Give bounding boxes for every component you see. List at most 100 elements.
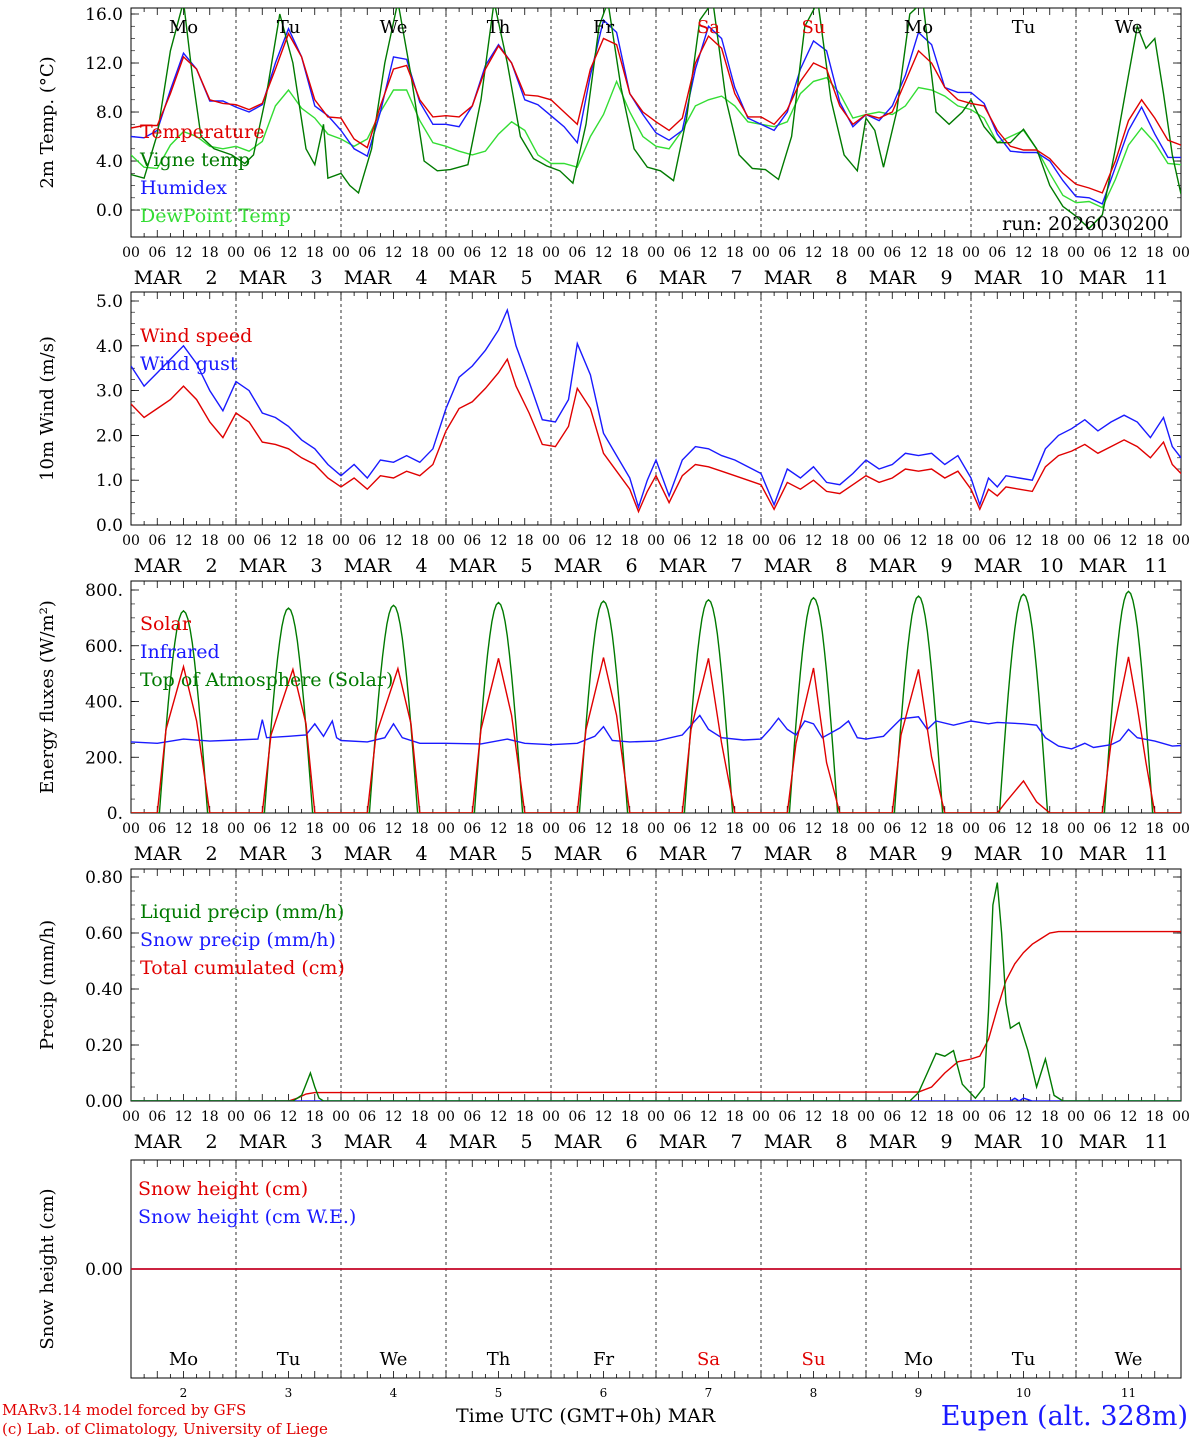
hour-tick-label: 00: [752, 821, 770, 837]
month-label: MAR: [1079, 1131, 1127, 1153]
hour-tick-label: 12: [595, 245, 613, 261]
day-number-label: 4: [415, 267, 427, 289]
hour-tick-label: 06: [463, 821, 481, 837]
hour-tick-label: 00: [1067, 821, 1085, 837]
day-number-label: 9: [940, 1131, 952, 1153]
y-axis-label: Precip (mm/h): [37, 920, 58, 1050]
hour-tick-label: 00: [332, 1109, 350, 1125]
month-label: MAR: [869, 843, 917, 865]
hour-tick-label: 18: [201, 1109, 219, 1125]
y-tick-label: 600.: [85, 637, 123, 657]
hour-tick-label: 00: [1067, 533, 1085, 549]
month-label: MAR: [1079, 843, 1127, 865]
y-tick-label: 0.00: [85, 1260, 123, 1280]
hour-tick-label: 18: [726, 245, 744, 261]
day-number-label: 3: [310, 555, 322, 577]
hour-tick-label: 00: [962, 1109, 980, 1125]
hour-tick-label: 12: [490, 245, 508, 261]
month-label: MAR: [869, 267, 917, 289]
legend-entry: Wind speed: [140, 325, 252, 347]
day-of-week-label: Mo: [904, 1349, 933, 1370]
hour-tick-label: 00: [542, 821, 560, 837]
month-label: MAR: [239, 843, 287, 865]
hour-tick-label: 00: [1172, 245, 1190, 261]
day-number-label: 9: [940, 555, 952, 577]
legend-entry: Vigne temp: [139, 149, 250, 171]
day-of-week-label: Tu: [1012, 1349, 1036, 1370]
hour-tick-label: 18: [516, 245, 534, 261]
legend-entry: Liquid precip (mm/h): [140, 901, 344, 923]
month-label: MAR: [344, 843, 392, 865]
legend-entry: Temperature: [140, 121, 264, 143]
series-line-wind-gust: [131, 307, 1181, 510]
hour-tick-label: 18: [621, 533, 639, 549]
hour-tick-label: 00: [857, 821, 875, 837]
hour-tick-label: 12: [1015, 1109, 1033, 1125]
x-axis-label: Time UTC (GMT+0h) MAR: [456, 1405, 716, 1427]
day-number-label: 11: [1144, 843, 1168, 865]
y-tick-label: 0.40: [85, 980, 123, 1000]
hour-tick-label: 06: [148, 245, 166, 261]
hour-tick-label: 18: [1041, 1109, 1059, 1125]
hour-tick-label: 12: [490, 821, 508, 837]
hour-tick-label: 18: [831, 533, 849, 549]
y-tick-label: 400.: [85, 693, 123, 713]
hour-tick-label: 06: [253, 1109, 271, 1125]
hour-tick-label: 12: [910, 1109, 928, 1125]
month-label: MAR: [239, 555, 287, 577]
hour-tick-label: 06: [883, 245, 901, 261]
hour-tick-label: 00: [437, 245, 455, 261]
hour-tick-label: 00: [962, 245, 980, 261]
hour-tick-label: 06: [463, 1109, 481, 1125]
month-label: MAR: [659, 555, 707, 577]
hour-tick-label: 06: [778, 1109, 796, 1125]
day-number-label: 9: [940, 843, 952, 865]
hour-tick-label: 12: [700, 1109, 718, 1125]
hour-tick-label: 18: [1041, 533, 1059, 549]
hour-tick-label: 12: [805, 533, 823, 549]
day-number-label: 10: [1016, 1386, 1031, 1400]
run-annotation: run: 2026030200: [1002, 213, 1169, 235]
day-number-label: 11: [1121, 1386, 1136, 1400]
month-label: MAR: [869, 1131, 917, 1153]
hour-tick-label: 00: [332, 533, 350, 549]
y-tick-label: 0.0: [96, 201, 123, 221]
hour-tick-label: 18: [306, 821, 324, 837]
day-of-week-label: Fr: [593, 17, 614, 38]
hour-tick-label: 18: [201, 245, 219, 261]
month-label: MAR: [344, 1131, 392, 1153]
day-number-label: 8: [835, 1131, 847, 1153]
month-label: MAR: [449, 267, 497, 289]
hour-tick-label: 12: [595, 821, 613, 837]
hour-tick-label: 18: [726, 821, 744, 837]
day-number-label: 8: [835, 843, 847, 865]
day-number-label: 11: [1144, 267, 1168, 289]
day-number-label: 3: [285, 1386, 293, 1400]
hour-tick-label: 12: [910, 533, 928, 549]
hour-tick-label: 00: [647, 821, 665, 837]
hour-tick-label: 18: [1041, 821, 1059, 837]
day-number-label: 2: [205, 555, 217, 577]
hour-tick-label: 06: [568, 1109, 586, 1125]
day-number-label: 7: [730, 267, 742, 289]
meteogram-figure: 0.0 4.0 8.0 12.0 16.0 2m Temp. (°C) Temperatur…: [37, 5, 1190, 1400]
hour-tick-label: 18: [936, 1109, 954, 1125]
hour-tick-label: 12: [385, 245, 403, 261]
series-line-top-of-atmosphere-solar-: [131, 590, 1181, 813]
day-of-week-label: Sa: [697, 1349, 720, 1370]
hour-tick-label: 18: [1041, 245, 1059, 261]
day-number-label: 6: [625, 1131, 637, 1153]
hour-tick-label: 06: [988, 533, 1006, 549]
hour-tick-label: 12: [490, 533, 508, 549]
day-number-label: 7: [730, 1131, 742, 1153]
month-label: MAR: [134, 555, 182, 577]
hour-tick-label: 00: [1172, 533, 1190, 549]
hour-tick-label: 00: [122, 533, 140, 549]
panel-snow: 0.00 Snow height (cm) Snow height (cm) Snow…: [37, 1159, 1182, 1400]
hour-tick-label: 12: [805, 1109, 823, 1125]
series-line-solar: [131, 656, 1181, 813]
hour-tick-label: 00: [647, 533, 665, 549]
hour-tick-label: 12: [175, 245, 193, 261]
month-label: MAR: [239, 1131, 287, 1153]
series-line-infrared: [131, 714, 1181, 750]
